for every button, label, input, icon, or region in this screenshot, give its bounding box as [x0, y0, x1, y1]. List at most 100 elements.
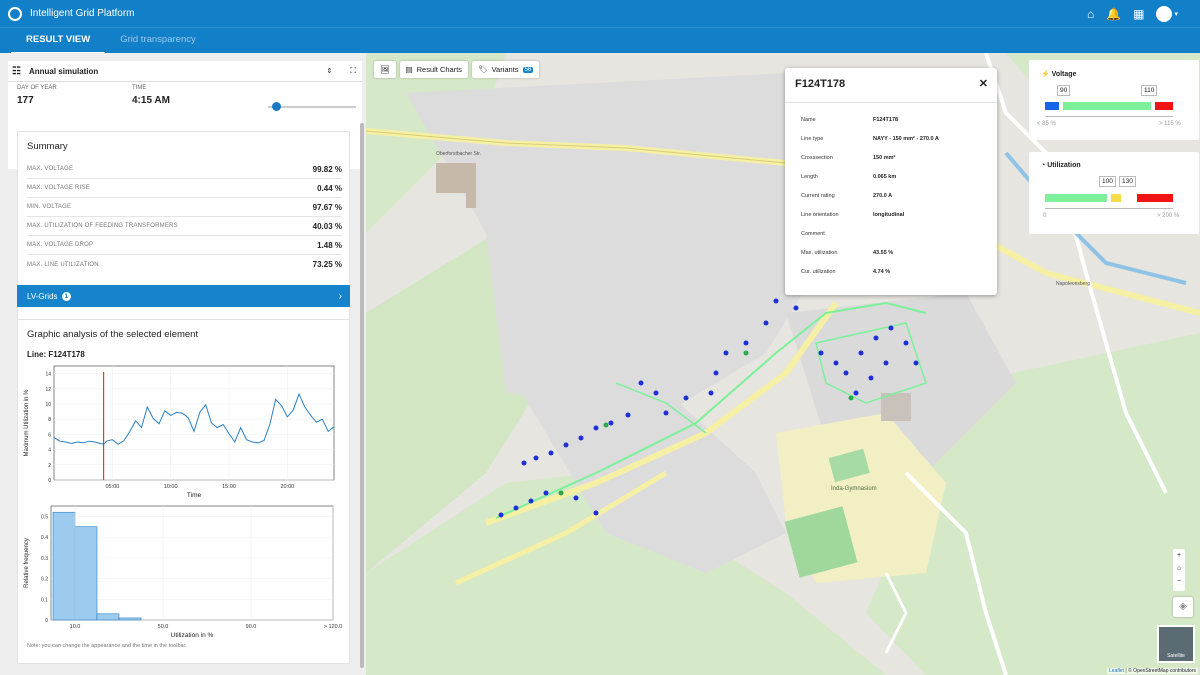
summary-row: MAX. UTILIZATION OF FEEDING TRANSFORMERS… — [27, 217, 342, 236]
analysis-card: Graphic analysis of the selected element… — [17, 319, 350, 664]
utilization-color-bar — [1045, 194, 1173, 202]
voltage-min-caption: < 85 % — [1037, 121, 1056, 127]
popup-key: Line type — [801, 136, 824, 142]
popup-value: longitudinal — [873, 212, 905, 218]
popup-key: Crosssection — [801, 155, 833, 161]
popup-value: 150 mm² — [873, 155, 896, 161]
app-title: Intelligent Grid Platform — [30, 8, 135, 19]
home-icon[interactable]: ⌂ — [1086, 6, 1095, 21]
satellite-toggle[interactable]: Satellite — [1157, 625, 1195, 663]
y-tick-label: 12 — [45, 387, 51, 393]
summary-value: 73.25 % — [312, 260, 342, 269]
utilization-scale-line — [1045, 208, 1173, 209]
summary-row: MAX. LINE UTILIZATION 73.25 % — [27, 255, 342, 274]
day-value: 177 — [17, 95, 34, 106]
voltage-high-threshold[interactable]: 110 — [1141, 85, 1158, 96]
tab-result-view[interactable]: RESULT VIEW — [11, 28, 106, 54]
expand-icon[interactable]: ⛶ — [350, 66, 356, 75]
popup-row: Crosssection 150 mm² — [801, 155, 991, 161]
voltage-scale-line — [1045, 116, 1173, 117]
y-axis-label: Relative frequency — [24, 538, 30, 588]
line-info-popup: F124T178 ✕ Name F124T178 Line type NAYY - … — [785, 68, 997, 295]
summary-row: MIN. VOLTAGE 97.67 % — [27, 198, 342, 217]
platform-logo-icon — [8, 6, 22, 21]
analysis-title: Graphic analysis of the selected element — [27, 329, 199, 340]
map-toolbar: 🖼 ▤ Result Charts 🏷 Variants 56 — [374, 61, 540, 78]
image-icon: 🖼 — [380, 65, 390, 74]
popup-row: Current rating 270.0 A — [801, 193, 991, 199]
simulation-select[interactable]: Annual simulation — [28, 66, 99, 76]
map-attribution: Leaflet | © OpenStreetMap contributors — [1107, 668, 1198, 674]
x-axis-label: Utilization in % — [171, 632, 214, 639]
close-icon[interactable]: ✕ — [978, 78, 988, 90]
summary-row: MAX. VOLTAGE RISE 0.44 % — [27, 179, 342, 198]
layers-button[interactable]: ◈ — [1173, 597, 1193, 617]
y-tick-label: 4 — [48, 448, 51, 454]
tab-grid-transparency[interactable]: Grid transparency — [120, 33, 196, 45]
map-view[interactable]: Oberforstbacher Str. Napoleonsberg Inda-… — [366, 53, 1200, 675]
time-slider[interactable] — [268, 102, 356, 111]
y-tick-label: 0 — [45, 618, 48, 624]
avatar[interactable] — [1156, 5, 1173, 22]
summary-key: MAX. VOLTAGE RISE — [27, 185, 90, 191]
street-label-2: Napoleonsberg — [1056, 281, 1090, 287]
left-panel: ☷ Annual simulation ⇕ ⛶ DAY OF YEAR 177 … — [0, 53, 366, 675]
x-tick-label: > 120.0 — [324, 624, 343, 630]
voltage-legend-label: Voltage — [1051, 71, 1077, 78]
bell-icon[interactable]: 🔔 — [1106, 6, 1122, 21]
summary-value: 40.03 % — [312, 221, 342, 231]
utilization-min-caption: 0 — [1043, 213, 1047, 219]
menu-grid-icon[interactable]: ☷ — [12, 65, 21, 77]
y-tick-label: 0.1 — [41, 597, 48, 603]
variants-button[interactable]: 🏷 Variants 56 — [472, 61, 540, 78]
result-charts-button[interactable]: ▤ Result Charts — [399, 61, 469, 78]
gauge-icon: ◔ — [1041, 162, 1048, 169]
chevron-down-icon[interactable]: ▾ — [1174, 10, 1178, 18]
time-label: TIME — [132, 85, 147, 91]
y-tick-label: 8 — [48, 417, 51, 423]
series-line — [53, 392, 335, 445]
utilization-legend-title: ◔ Utilization — [1041, 162, 1081, 169]
layers-icon: ◈ — [1179, 601, 1187, 612]
chevron-right-icon: › — [338, 290, 342, 302]
variants-label: Variants — [491, 65, 519, 74]
y-tick-label: 6 — [48, 432, 51, 438]
utilization-high-threshold[interactable]: 130 — [1119, 176, 1136, 187]
time-slider-handle[interactable] — [272, 102, 281, 111]
image-toggle-button[interactable]: 🖼 — [374, 61, 396, 78]
chart-icon: ▤ — [405, 65, 413, 74]
popup-row: Line orientation longitudinal — [801, 212, 991, 218]
lv-grids-button[interactable]: LV-Grids 1 › — [17, 285, 350, 307]
popup-row: Cur. utilization 4.74 % — [801, 269, 991, 275]
scrollbar[interactable] — [360, 123, 364, 668]
select-arrows-icon[interactable]: ⇕ — [326, 68, 333, 75]
voltage-max-caption: > 115 % — [1159, 121, 1181, 127]
utilization-low-threshold[interactable]: 100 — [1099, 176, 1116, 187]
histogram-bar — [96, 613, 120, 621]
plot-area — [53, 365, 335, 481]
tab-bar: RESULT VIEW Grid transparency — [0, 27, 1200, 54]
y-axis-label: Maximum Utilization in % — [24, 389, 30, 457]
top-bar: Intelligent Grid Platform ⌂ 🔔 ▦ ▾ — [0, 0, 1200, 27]
popup-row: Comment — [801, 231, 991, 237]
leaflet-link[interactable]: Leaflet — [1109, 668, 1125, 674]
popup-key: Length — [801, 174, 818, 180]
home-view-icon[interactable]: ⌂ — [1176, 565, 1182, 572]
map-canvas[interactable]: Oberforstbacher Str. Napoleonsberg Inda-… — [366, 53, 1200, 675]
summary-value: 97.67 % — [312, 202, 342, 212]
y-tick-label: 0.2 — [41, 577, 48, 583]
zoom-out-icon[interactable]: − — [1176, 578, 1182, 585]
satellite-label: Satellite — [1167, 653, 1185, 659]
zoom-in-icon[interactable]: + — [1176, 552, 1182, 559]
popup-key: Comment — [801, 231, 825, 237]
variants-count-badge: 56 — [522, 66, 534, 73]
popup-row: Name F124T178 — [801, 117, 991, 123]
summary-value: 99.82 % — [312, 164, 342, 174]
grid-icon[interactable]: ▦ — [1133, 6, 1145, 21]
y-tick-label: 10 — [45, 402, 51, 408]
popup-key: Current rating — [801, 193, 835, 199]
popup-value: F124T178 — [873, 117, 899, 123]
voltage-low-threshold[interactable]: 90 — [1057, 85, 1071, 96]
summary-key: MAX. UTILIZATION OF FEEDING TRANSFORMERS — [27, 223, 178, 229]
y-tick-label: 2 — [48, 463, 51, 469]
